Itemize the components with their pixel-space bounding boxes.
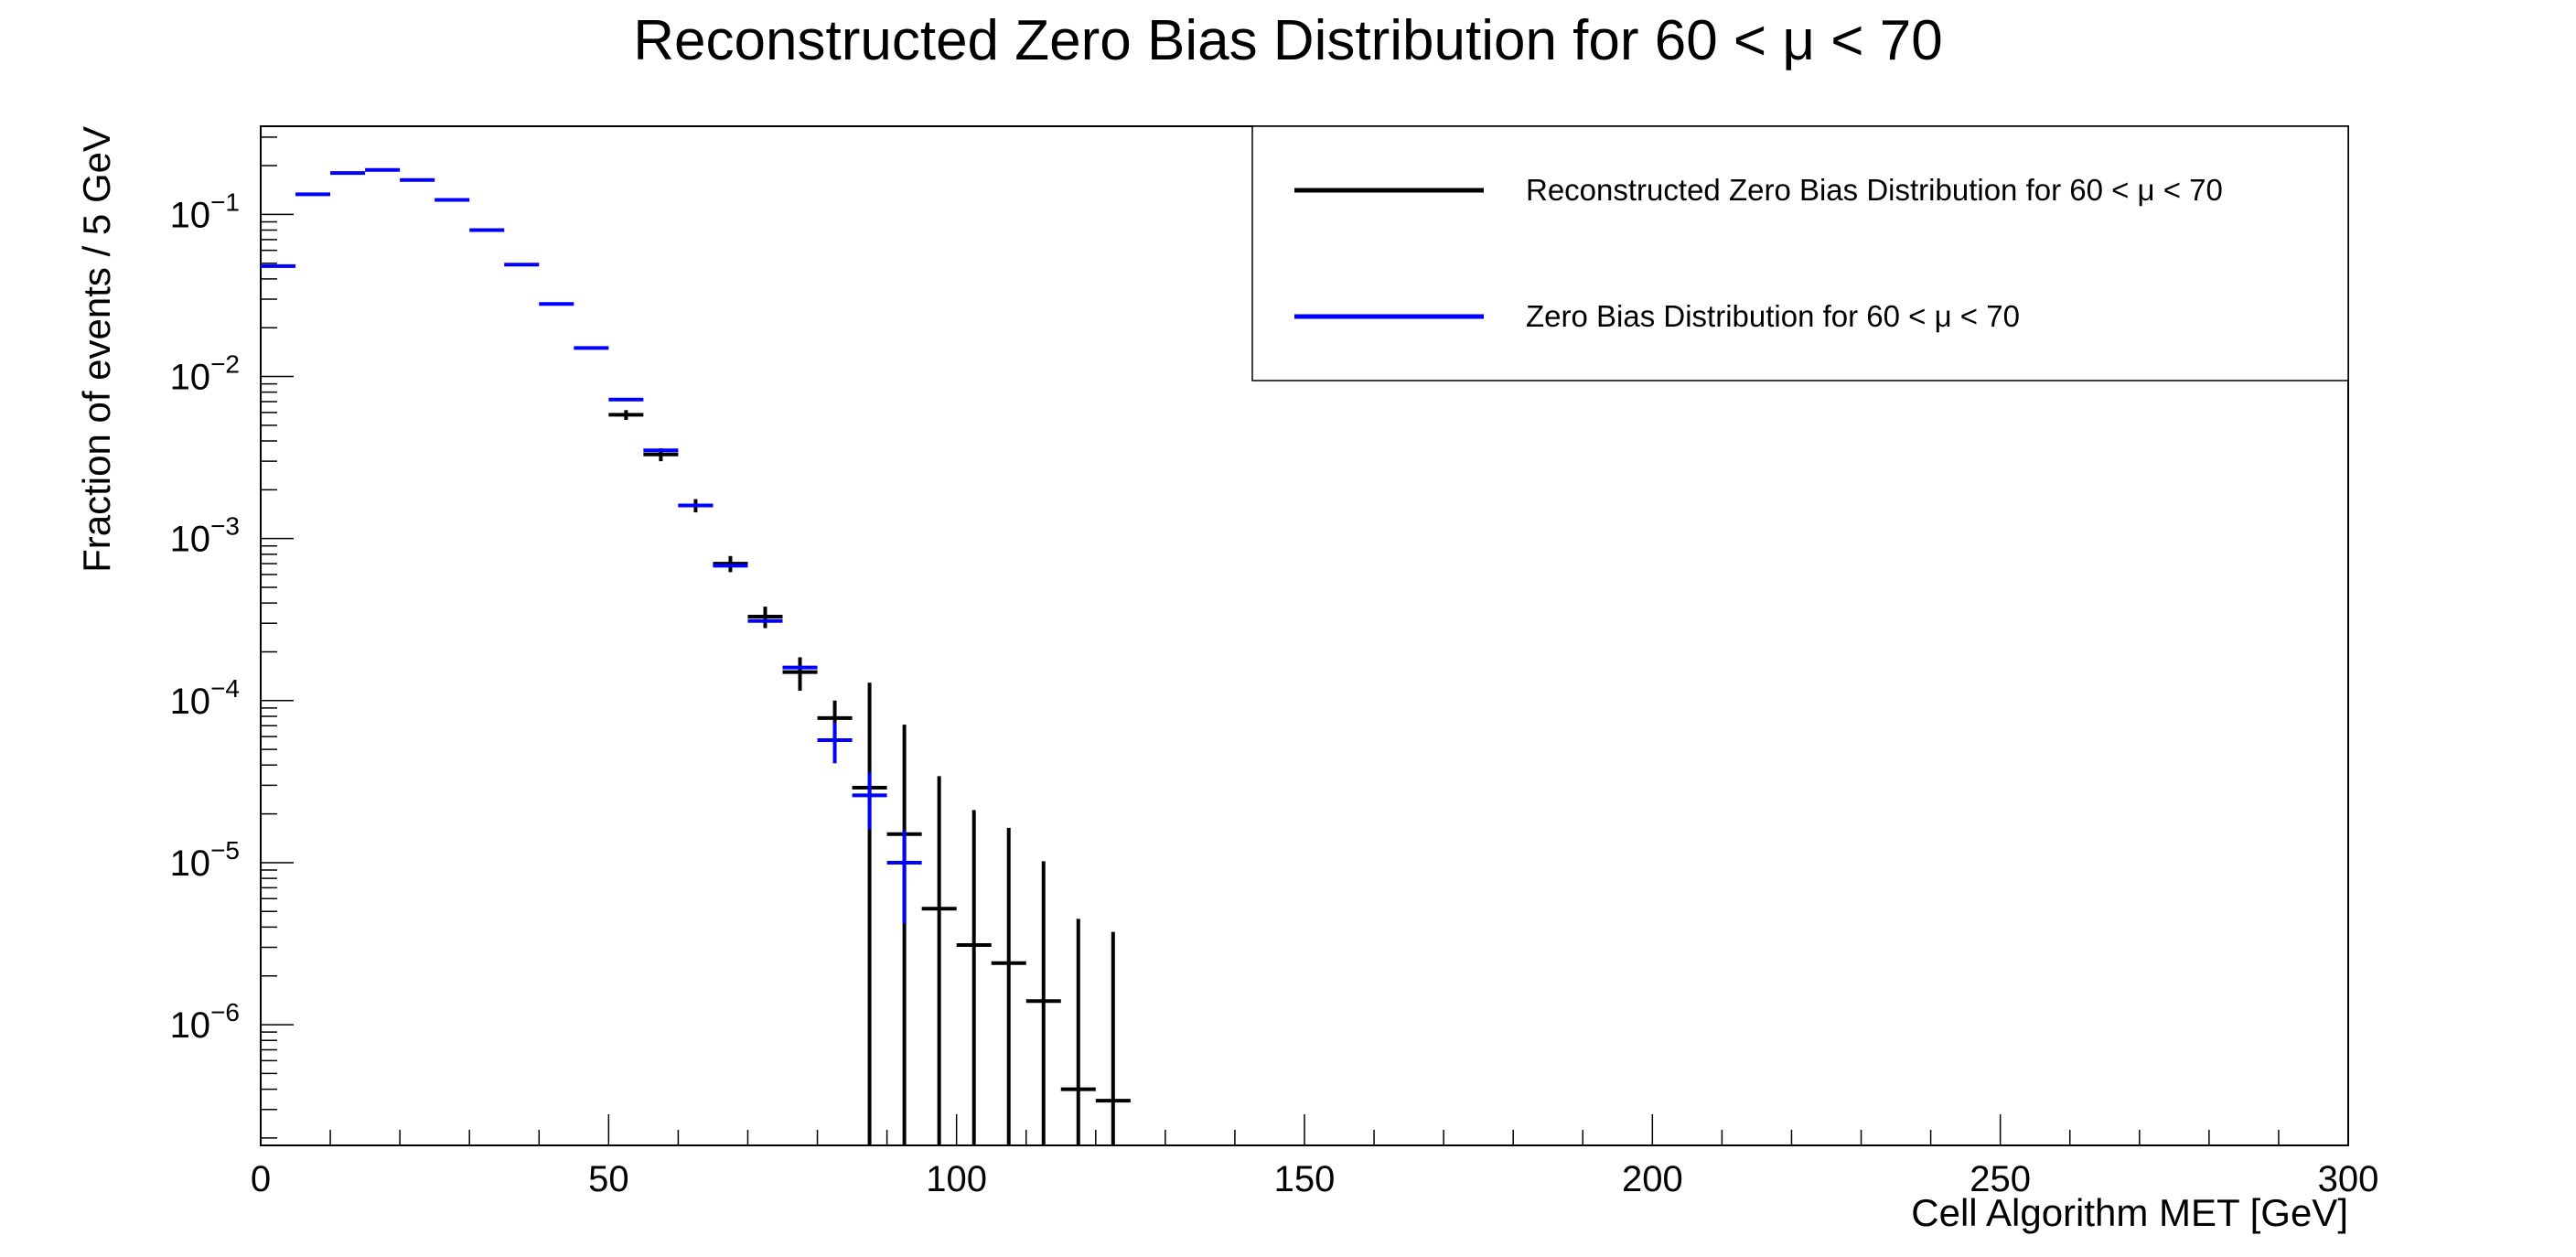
y-tick-label: 10−4 [170,674,240,722]
legend: Reconstructed Zero Bias Distribution for… [1251,125,2349,381]
x-tick-label: 200 [1622,1159,1683,1199]
x-tick-label: 150 [1274,1159,1336,1199]
y-tick-label: 10−6 [170,998,240,1046]
x-tick-label: 250 [1970,1159,2031,1199]
x-tick-label: 300 [2318,1159,2379,1199]
legend-label-reconstructed: Reconstructed Zero Bias Distribution for… [1526,173,2223,207]
legend-label-zero-bias: Zero Bias Distribution for 60 < μ < 70 [1526,299,2020,333]
x-tick-label: 0 [251,1159,271,1199]
series-zero-bias [261,167,922,924]
legend-box [1251,125,2349,381]
y-tick-label: 10−2 [170,350,240,398]
x-axis: 0 50 100 150 200 250 300 [251,1114,2379,1199]
y-axis-title: Fraction of events / 5 GeV [75,126,118,573]
x-tick-label: 50 [588,1159,629,1199]
y-tick-label: 10−5 [170,836,240,884]
x-axis-title: Cell Algorithm MET [GeV] [1911,1191,2348,1234]
x-tick-label: 100 [926,1159,987,1199]
data-series [261,167,1131,1145]
y-axis: 10−6 10−5 10−4 10−3 10−2 10−1 [170,136,294,1139]
y-tick-label: 10−1 [170,188,240,235]
series-reconstructed [608,410,1131,1145]
y-tick-label: 10−3 [170,512,240,560]
chart-title: Reconstructed Zero Bias Distribution for… [633,9,1942,72]
